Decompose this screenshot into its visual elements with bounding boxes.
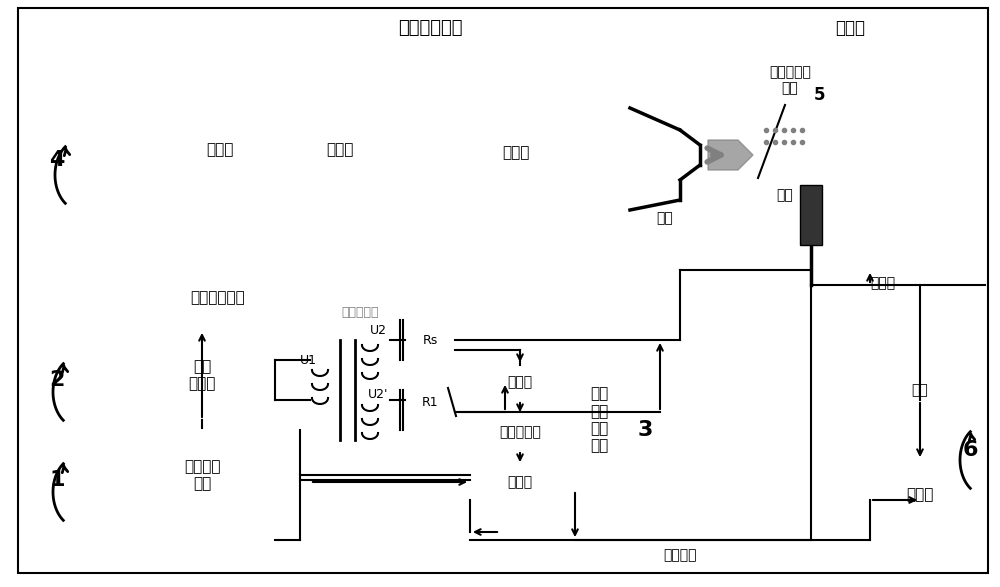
FancyArrow shape <box>708 140 753 170</box>
Text: 高压功放单元: 高压功放单元 <box>190 291 245 305</box>
Text: 触发: 触发 <box>912 383 928 397</box>
Text: U1: U1 <box>300 353 317 366</box>
Text: 喷管: 喷管 <box>657 211 673 225</box>
Bar <box>398 82 406 218</box>
Text: 参考线: 参考线 <box>870 276 895 290</box>
Bar <box>406 108 626 198</box>
Bar <box>160 90 280 210</box>
Bar <box>470 465 570 500</box>
Text: 延时采集: 延时采集 <box>663 548 697 562</box>
Text: 隔离变压器: 隔离变压器 <box>341 305 379 319</box>
Text: 4: 4 <box>49 150 65 170</box>
Bar <box>622 100 630 206</box>
Bar <box>870 460 970 530</box>
Text: Rs: Rs <box>422 333 438 346</box>
Text: 爆轰段: 爆轰段 <box>326 143 354 157</box>
Text: 6: 6 <box>962 440 978 460</box>
Text: 功率
放大器: 功率 放大器 <box>188 359 216 391</box>
Bar <box>410 330 450 350</box>
Bar <box>470 365 570 400</box>
Text: 数据
采集
处理
单元: 数据 采集 处理 单元 <box>590 386 608 454</box>
Bar <box>130 320 275 430</box>
Text: 1: 1 <box>49 470 65 490</box>
Text: 信号调制
单元: 信号调制 单元 <box>184 459 220 491</box>
Text: 计算机: 计算机 <box>507 475 533 489</box>
Text: 探针和模型
单元: 探针和模型 单元 <box>769 65 811 95</box>
Text: 探针: 探针 <box>777 188 793 202</box>
Bar <box>276 82 284 218</box>
Bar <box>130 430 275 520</box>
Text: 减法器: 减法器 <box>507 375 533 389</box>
Text: 5: 5 <box>814 86 826 104</box>
Bar <box>290 303 490 433</box>
Text: 2: 2 <box>49 370 65 390</box>
Text: 3: 3 <box>637 420 653 440</box>
Text: 驱动段: 驱动段 <box>502 146 530 160</box>
Text: U2: U2 <box>370 323 387 336</box>
Text: R1: R1 <box>422 396 438 409</box>
Bar <box>758 105 813 180</box>
Bar <box>740 60 870 220</box>
Bar <box>115 285 665 480</box>
Text: 高焓激波风洞: 高焓激波风洞 <box>398 19 462 37</box>
Bar <box>280 90 400 210</box>
Bar <box>800 185 822 245</box>
Bar <box>730 12 985 282</box>
Bar <box>410 392 450 412</box>
Text: 卸爆段: 卸爆段 <box>206 143 234 157</box>
Bar <box>115 12 865 282</box>
Bar <box>470 415 570 450</box>
Text: 触发器: 触发器 <box>906 487 934 502</box>
Bar <box>155 82 163 218</box>
Text: 试验舱: 试验舱 <box>835 19 865 37</box>
Text: 特征滤波器: 特征滤波器 <box>499 425 541 439</box>
Text: U2': U2' <box>368 389 388 402</box>
